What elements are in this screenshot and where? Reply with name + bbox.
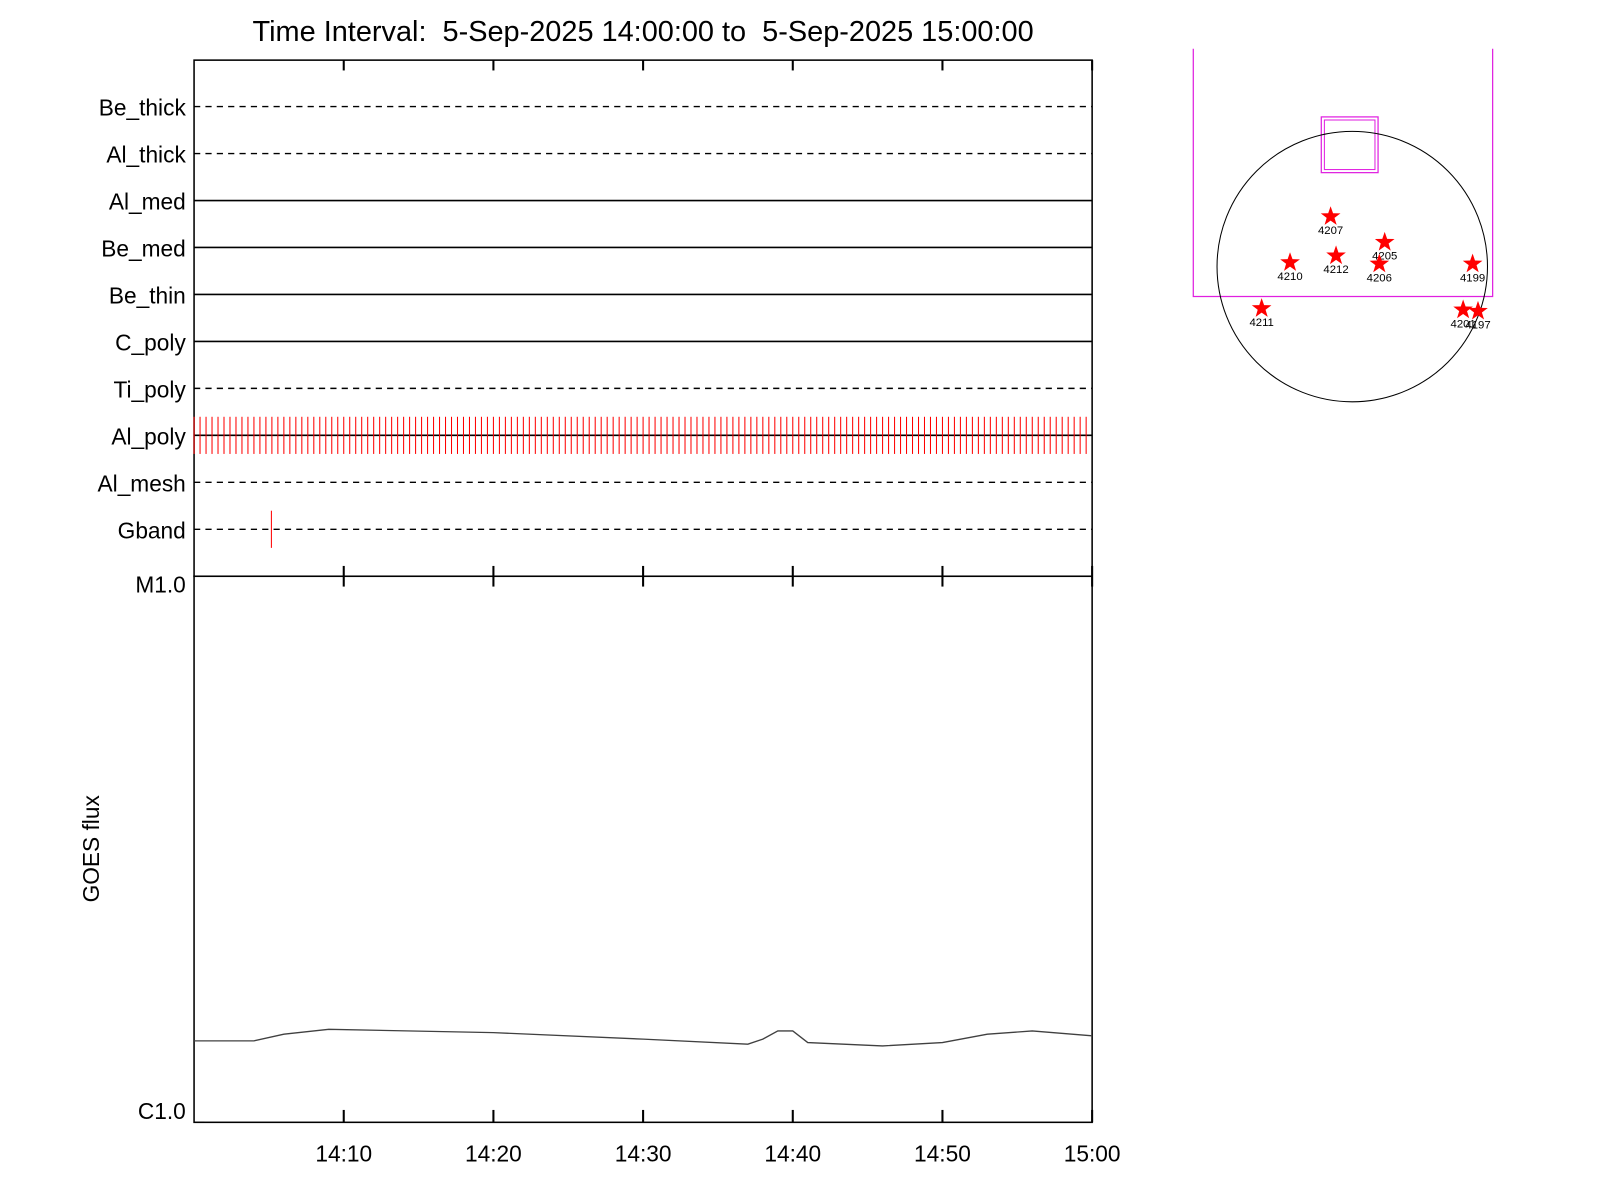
solar-disk — [1216, 130, 1488, 403]
region-label: 4201 — [1451, 318, 1476, 330]
x-tick-label: 14:10 — [315, 1140, 372, 1166]
channel-label: C_poly — [115, 330, 186, 356]
region-star — [1251, 298, 1272, 317]
channel-label: Al_thick — [106, 142, 186, 168]
y-tick-label: C1.0 — [138, 1098, 186, 1124]
x-tick-label: 14:50 — [914, 1140, 971, 1166]
region-label: 4210 — [1277, 271, 1302, 283]
region-label: 4199 — [1460, 272, 1485, 284]
region-star — [1320, 206, 1341, 225]
channel-label: Al_mesh — [98, 470, 186, 496]
region-star — [1468, 300, 1488, 320]
channel-label: Be_thick — [99, 95, 187, 121]
region-star — [1453, 299, 1473, 319]
region-star — [1374, 231, 1395, 251]
channel-label: Al_med — [109, 189, 186, 215]
region-label: 4207 — [1318, 225, 1343, 237]
y-axis-label: GOES flux — [78, 795, 104, 903]
region-label: 4197 — [1465, 320, 1490, 332]
chart-title: Time Interval: 5-Sep-2025 14:00:00 to 5-… — [253, 16, 1034, 48]
region-label: 4211 — [1249, 317, 1273, 329]
pointing-box-inner — [1323, 119, 1376, 171]
channel-label: Be_med — [101, 236, 186, 262]
region-star — [1280, 252, 1300, 271]
x-tick-label: 14:30 — [615, 1140, 672, 1166]
channel-label: Al_poly — [111, 423, 186, 449]
channel-label: Ti_poly — [114, 376, 187, 402]
x-tick-label: 15:00 — [1064, 1140, 1121, 1166]
region-label: 4206 — [1367, 272, 1392, 284]
channel-label: Gband — [118, 517, 186, 543]
x-tick-label: 14:20 — [465, 1140, 522, 1166]
flux-line — [194, 1028, 1093, 1047]
fov-box — [1192, 48, 1494, 298]
region-star — [1462, 253, 1483, 273]
timeline-frame — [193, 59, 1093, 578]
region-label: 4212 — [1323, 264, 1348, 276]
channel-label: Be_thin — [109, 283, 186, 309]
region-star — [1369, 253, 1390, 273]
y-tick-label: M1.0 — [135, 572, 185, 598]
x-tick-label: 14:40 — [764, 1140, 821, 1166]
region-star — [1326, 245, 1346, 265]
pointing-box — [1320, 116, 1379, 174]
